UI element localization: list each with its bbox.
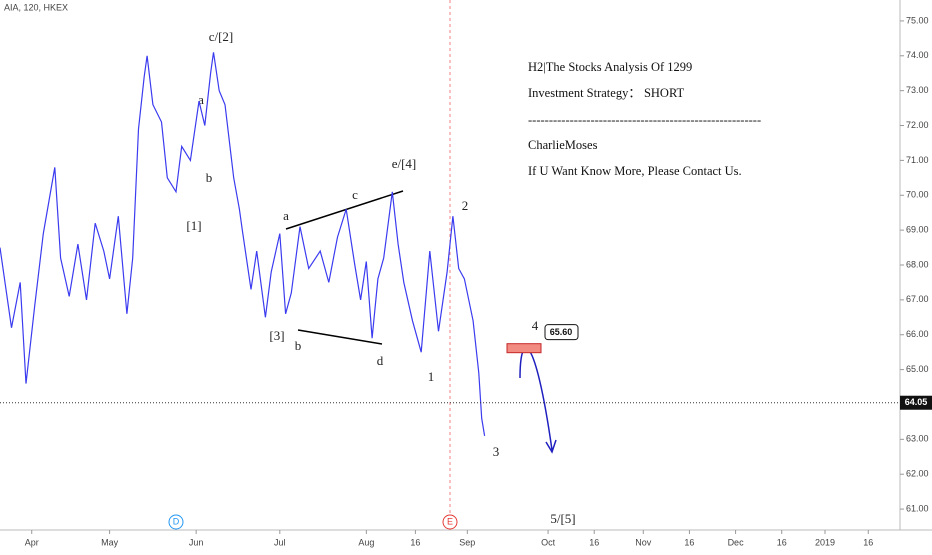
y-tick-label: 71.00 [906, 155, 929, 165]
annotation: c [352, 187, 358, 202]
target-zone [506, 343, 542, 354]
annotation: [3] [269, 328, 284, 343]
x-tick-label: 16 [589, 537, 599, 547]
annotation: a [283, 208, 289, 223]
y-tick-label: 66.00 [906, 329, 929, 339]
last-price-label: 64.05 [905, 397, 928, 407]
marker-label: D [173, 516, 180, 526]
x-tick-label: Jul [274, 537, 286, 547]
annotation: 1 [428, 369, 435, 384]
y-tick-label: 68.00 [906, 259, 929, 269]
info-text: If U Want Know More, Please Contact Us. [528, 164, 742, 178]
x-tick-label: Oct [541, 537, 556, 547]
x-tick-label: Apr [25, 537, 39, 547]
chart-title: AIA, 120, HKEX [4, 2, 68, 12]
marker [168, 514, 184, 530]
info-text: Investment Strategy： SHORT [528, 86, 685, 100]
y-tick-label: 73.00 [906, 85, 929, 95]
x-tick-label: 2019 [815, 537, 835, 547]
info-text: ----------------------------------------… [528, 113, 761, 127]
y-tick-label: 72.00 [906, 120, 929, 130]
y-tick-label: 70.00 [906, 190, 929, 200]
x-tick-label: Jun [189, 537, 204, 547]
y-tick-label: 62.00 [906, 469, 929, 479]
annotation: e/[4] [392, 156, 417, 171]
x-tick-label: 16 [410, 537, 420, 547]
annotation: 3 [493, 444, 500, 459]
annotation: 4 [532, 318, 539, 333]
x-tick-label: 16 [684, 537, 694, 547]
x-tick-label: Sep [459, 537, 475, 547]
y-tick-label: 67.00 [906, 294, 929, 304]
annotation: b [295, 338, 302, 353]
marker-label: E [447, 516, 453, 526]
x-tick-label: 16 [777, 537, 787, 547]
annotation: b [206, 170, 213, 185]
marker [442, 514, 458, 530]
x-tick-label: 16 [863, 537, 873, 547]
trend-line [297, 329, 383, 345]
annotation: c/[2] [209, 29, 234, 44]
wedge [285, 190, 404, 345]
last-price-box [900, 395, 932, 410]
target-label: 65.60 [550, 327, 573, 337]
info-text: H2|The Stocks Analysis Of 1299 [528, 60, 692, 74]
y-tick-label: 74.00 [906, 50, 929, 60]
annotation: d [377, 353, 384, 368]
x-tick-label: Aug [358, 537, 374, 547]
arrow-head [545, 439, 557, 454]
trend-line [285, 190, 404, 230]
y-tick-label: 75.00 [906, 15, 929, 25]
info-text: CharlieMoses [528, 138, 598, 152]
target-callout [544, 324, 579, 341]
x-tick-label: May [101, 537, 119, 547]
annotation: [1] [186, 218, 201, 233]
y-tick-label: 69.00 [906, 225, 929, 235]
annotation: 5/[5] [550, 511, 575, 526]
y-tick-label: 63.00 [906, 434, 929, 444]
y-tick-label: 65.00 [906, 364, 929, 374]
x-tick-label: Nov [635, 537, 652, 547]
annotation: 2 [462, 198, 469, 213]
y-tick-label: 61.00 [906, 503, 929, 513]
annotation: a [198, 92, 204, 107]
price-line [0, 52, 486, 436]
x-tick-label: Dec [728, 537, 745, 547]
